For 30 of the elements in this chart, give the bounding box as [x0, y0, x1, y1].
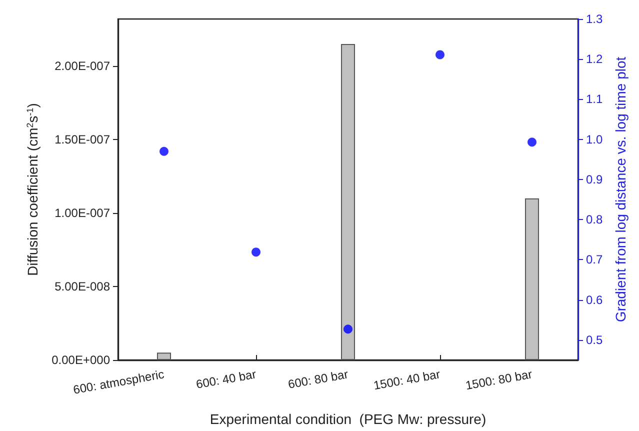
- y-tick-label: 5.00E-008: [54, 280, 110, 294]
- y-tick-label: 1.50E-007: [54, 132, 110, 147]
- bar: [157, 352, 171, 360]
- y2-tick-label: 0.6: [586, 292, 604, 307]
- y2-tick-label: 0.8: [586, 212, 604, 227]
- y2-tick-label: 1.2: [586, 52, 604, 66]
- y-tick-label: 0.00E+000: [52, 353, 110, 367]
- y-tick-label: 2.00E-007: [54, 59, 110, 74]
- point: [160, 146, 168, 156]
- bar: [341, 44, 355, 360]
- x-tick-label: 600: atmospheric: [72, 367, 166, 397]
- x-tick-label: 600: 40 bar: [194, 367, 258, 392]
- y2-tick-label: 0.9: [586, 172, 604, 186]
- x-tick-label: 600: 80 bar: [286, 367, 350, 392]
- y-tick-label: 1.00E-007: [54, 206, 110, 220]
- y2-tick-label: 1.1: [586, 92, 604, 106]
- point: [344, 324, 352, 334]
- x-tick-label: 1500: 80 bar: [464, 367, 534, 393]
- y2-axis-title: Gradient from log distance vs. log time plot: [612, 56, 629, 322]
- point: [528, 138, 536, 147]
- bar: [525, 198, 539, 360]
- y2-tick-label: 0.5: [586, 332, 604, 347]
- y2-tick-label: 0.7: [586, 252, 604, 267]
- point: [436, 50, 444, 60]
- x-axis-title: Experimental condition (PEG Mw: pressure): [210, 411, 486, 427]
- point: [252, 248, 260, 257]
- x-tick-label: 1500: 40 bar: [372, 367, 442, 393]
- y2-tick-label: 1.0: [586, 132, 604, 146]
- y2-tick-label: 1.3: [586, 12, 604, 26]
- y-axis-title: Diffusion coefficient (cm2s-1): [24, 103, 41, 276]
